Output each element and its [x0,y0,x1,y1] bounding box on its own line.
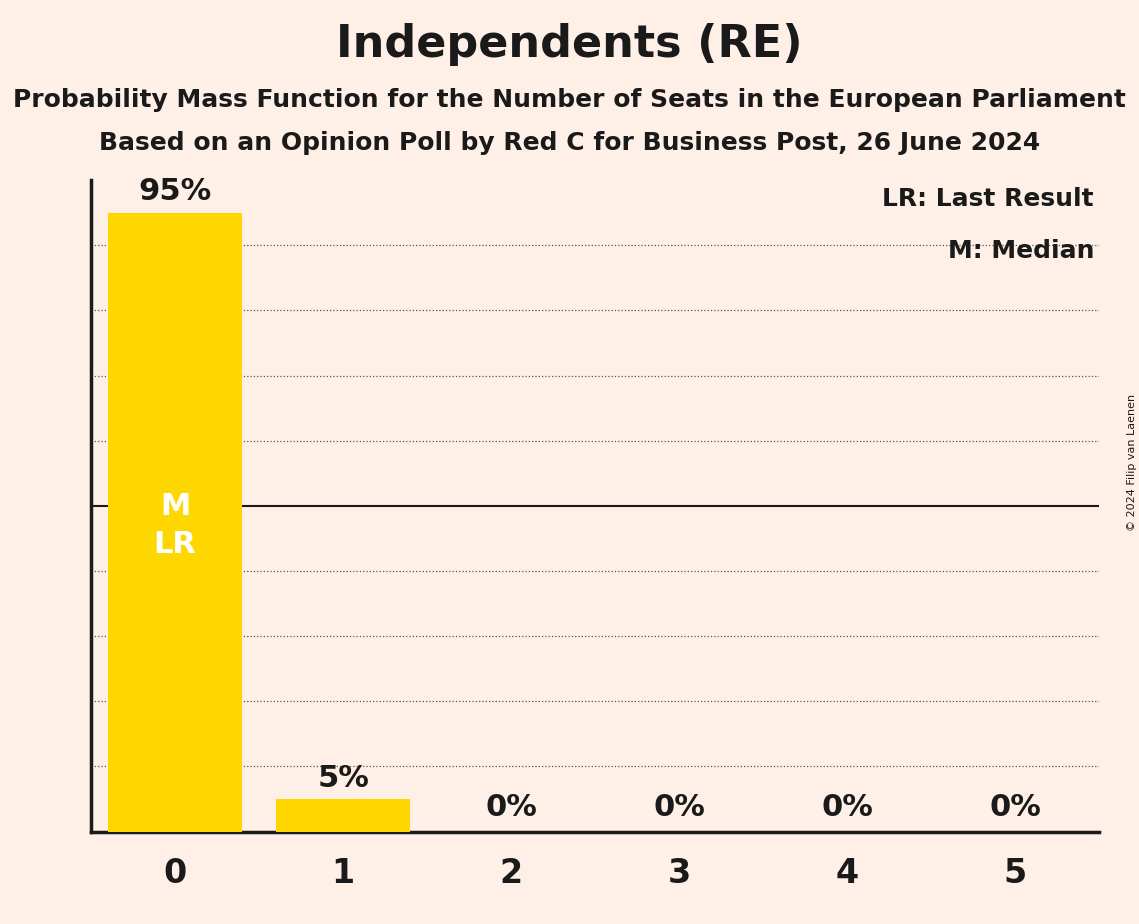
Bar [108,213,243,832]
Text: LR: Last Result: LR: Last Result [883,187,1095,211]
Text: Based on an Opinion Poll by Red C for Business Post, 26 June 2024: Based on an Opinion Poll by Red C for Bu… [99,131,1040,155]
Text: © 2024 Filip van Laenen: © 2024 Filip van Laenen [1126,394,1137,530]
Bar [276,799,410,832]
Text: 0%: 0% [653,793,705,821]
Text: 0%: 0% [821,793,874,821]
Text: M: Median: M: Median [948,238,1095,262]
Text: M
LR: M LR [154,492,197,559]
Text: 0%: 0% [989,793,1041,821]
Text: 5%: 5% [317,763,369,793]
Text: 0%: 0% [485,793,538,821]
Text: Probability Mass Function for the Number of Seats in the European Parliament: Probability Mass Function for the Number… [13,88,1126,112]
Text: 95%: 95% [139,177,212,206]
Text: Independents (RE): Independents (RE) [336,23,803,67]
